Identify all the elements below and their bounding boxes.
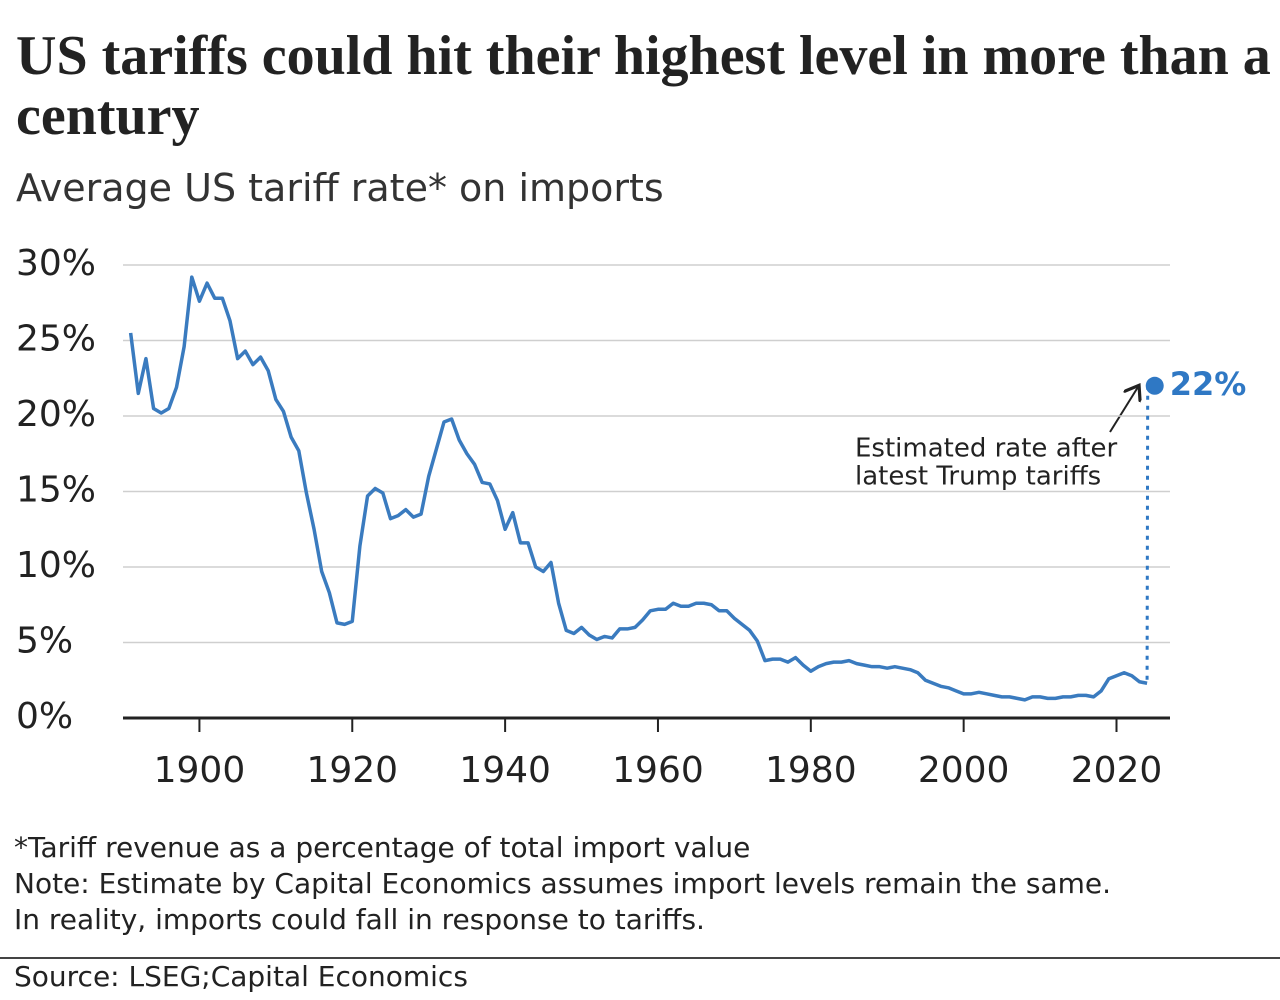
x-tick-label: 1980 [765, 750, 857, 791]
chart-subtitle: Average US tariff rate* on imports [16, 166, 664, 210]
chart: 0% 5% 10% 15% 20% 25% 30% 1900 1920 1940 1960 1980 2… [16, 243, 1247, 791]
notes: *Tariff revenue as a percentage of total… [14, 830, 1111, 938]
y-tick-label: 15% [16, 470, 96, 511]
y-tick-label: 30% [16, 243, 96, 284]
x-tick-label: 1920 [306, 750, 398, 791]
y-tick-label: 0% [16, 696, 73, 737]
annotation: Estimated rate after [855, 434, 1118, 464]
note: *Tariff revenue as a percentage of total… [14, 831, 751, 864]
estimate-connector [1145, 385, 1150, 684]
x-tick-label: 1940 [459, 750, 551, 791]
estimate-point [1145, 376, 1164, 395]
y-tick-label: 25% [16, 319, 96, 360]
y-tick-label: 10% [16, 545, 96, 586]
source: Source: LSEG;Capital Economics [14, 960, 468, 993]
data-line [128, 275, 1148, 702]
y-tick-label: 20% [16, 394, 96, 435]
note: Note: Estimate by Capital Economics assu… [14, 867, 1112, 900]
chart-title: US tariffs could hit their highest level… [16, 25, 1271, 147]
x-tick-label: 1960 [612, 750, 704, 791]
x-tick-label: 2000 [918, 750, 1010, 791]
x-tick-label: 1900 [154, 750, 246, 791]
note: In reality, imports could fall in respon… [14, 903, 705, 936]
estimate-label: 22% [1170, 365, 1247, 403]
divider [0, 957, 1280, 959]
annotation-arrow [1109, 387, 1138, 433]
annotation: latest Trump tariffs [855, 462, 1101, 492]
x-tick-label: 2020 [1071, 750, 1163, 791]
y-tick-label: 5% [16, 621, 73, 662]
